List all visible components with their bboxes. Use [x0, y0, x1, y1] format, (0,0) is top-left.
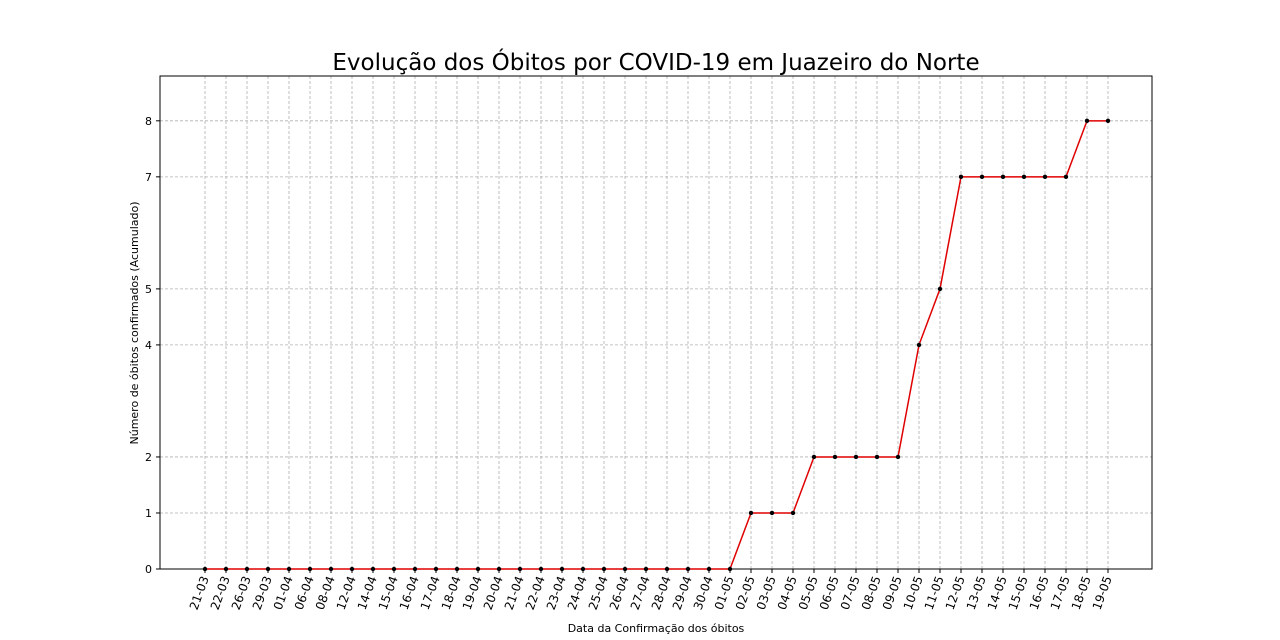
data-point [790, 510, 796, 516]
y-tick-label: 7 [145, 171, 152, 184]
y-tick-label: 0 [145, 563, 152, 576]
data-point [1042, 174, 1048, 180]
data-point [853, 454, 859, 460]
data-point [1063, 174, 1069, 180]
data-point [958, 174, 964, 180]
series-line [205, 120, 1108, 570]
data-point [874, 454, 880, 460]
data-point [769, 510, 775, 516]
data-point [895, 454, 901, 460]
x-axis-label: Data da Confirmação dos óbitos [568, 622, 745, 635]
y-tick-label: 4 [145, 339, 152, 352]
data-point [916, 342, 922, 348]
data-point [1021, 174, 1027, 180]
grid [160, 76, 1152, 570]
data-point [1000, 174, 1006, 180]
y-tick-label: 2 [145, 451, 152, 464]
data-point [979, 174, 985, 180]
y-tick-label: 1 [145, 507, 152, 520]
y-tick-label: 5 [145, 283, 152, 296]
data-point [937, 286, 943, 292]
data-point [748, 510, 754, 516]
y-axis-ticks: 0 1 2 4 5 7 8 [145, 115, 160, 576]
y-axis-label: Número de óbitos confirmados (Acumulado) [128, 201, 141, 444]
data-point [811, 454, 817, 460]
data-point [1084, 118, 1090, 124]
x-axis-ticks: 21-0322-0326-0329-0301-0406-0408-0412-04… [187, 569, 1115, 612]
y-tick-label: 8 [145, 115, 152, 128]
data-point [832, 454, 838, 460]
data-point [1105, 118, 1111, 124]
chart-title: Evolução dos Óbitos por COVID-19 em Juaz… [332, 48, 979, 76]
